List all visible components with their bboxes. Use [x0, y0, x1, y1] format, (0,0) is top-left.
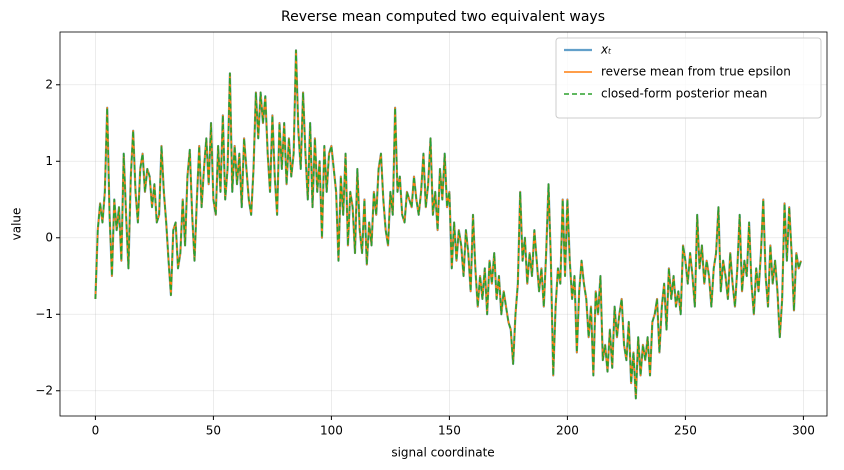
x-tick-label: 0	[92, 424, 100, 438]
y-tick-label: 1	[45, 154, 53, 168]
chart-title: Reverse mean computed two equivalent way…	[281, 9, 605, 25]
x-axis-label: signal coordinate	[391, 446, 494, 460]
y-tick-label: −2	[35, 383, 53, 397]
x-tick-label: 150	[438, 424, 461, 438]
y-axis-label: value	[10, 208, 24, 241]
x-tick-label: 50	[206, 424, 221, 438]
legend-label: reverse mean from true epsilon	[601, 65, 791, 79]
x-tick-label: 100	[320, 424, 343, 438]
x-tick-label: 200	[556, 424, 579, 438]
y-tick-label: −1	[35, 307, 53, 321]
legend: xₜ reverse mean from true epsilon closed-f…	[555, 37, 822, 119]
y-tick-label: 0	[45, 230, 53, 244]
x-tick-label: 250	[674, 424, 697, 438]
data-line	[94, 49, 802, 400]
x-tick-label: 300	[792, 424, 815, 438]
legend-box	[555, 37, 822, 119]
y-tick-label: 2	[45, 77, 53, 91]
legend-label: closed-form posterior mean	[601, 87, 767, 101]
plot-frame	[59, 31, 828, 417]
legend-label: xₜ	[600, 43, 612, 57]
